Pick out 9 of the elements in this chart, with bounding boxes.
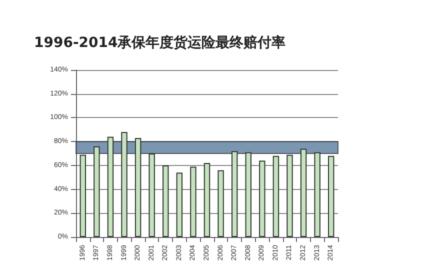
bar	[162, 165, 169, 237]
bar	[328, 156, 334, 237]
bar	[272, 156, 280, 237]
bar	[218, 170, 224, 237]
bar	[176, 172, 183, 237]
bar	[190, 166, 196, 237]
bar	[204, 163, 210, 237]
chart-title: 1996-2014承保年度货运险最终赔付率	[34, 34, 286, 52]
bar	[259, 160, 266, 237]
